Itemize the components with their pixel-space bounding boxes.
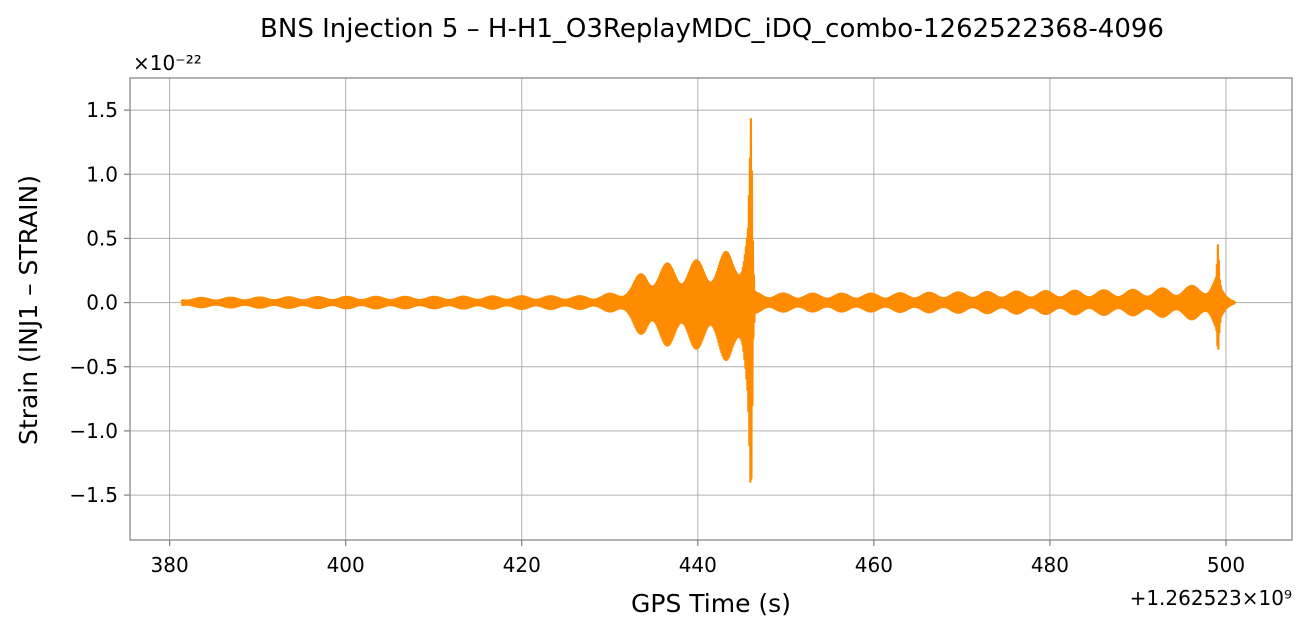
y-tick-label: −1.0 <box>69 419 118 443</box>
x-tick-label: 480 <box>1031 553 1069 577</box>
axes-frame <box>129 77 1293 541</box>
x-tick-label: 440 <box>679 553 717 577</box>
y-tick-label: 1.0 <box>86 162 118 186</box>
y-tick-label: 0.5 <box>86 226 118 250</box>
x-offset-label: +1.262523×10⁹ <box>1130 586 1292 610</box>
y-tick-label: −0.5 <box>69 355 118 379</box>
y-tick-label: 1.5 <box>86 98 118 122</box>
x-tick-label: 400 <box>327 553 365 577</box>
x-axis-label: GPS Time (s) <box>631 589 791 618</box>
strain-series-line <box>180 118 1237 483</box>
y-scale-label: ×10⁻²² <box>133 51 202 75</box>
chart-title: BNS Injection 5 – H-H1_O3ReplayMDC_iDQ_c… <box>260 14 1164 44</box>
y-tick-label: −1.5 <box>69 483 118 507</box>
y-tick-label: 0.0 <box>86 291 118 315</box>
x-tick-label: 460 <box>855 553 893 577</box>
y-axis: 1.5 1.0 0.5 0.0 −0.5 −1.0 −1.5 <box>69 98 130 507</box>
plot-area <box>180 118 1237 483</box>
x-tick-label: 420 <box>503 553 541 577</box>
y-axis-label: Strain (INJ1 – STRAIN) <box>14 175 43 445</box>
x-axis: 380 400 420 440 460 480 500 <box>151 540 1245 577</box>
x-tick-label: 380 <box>151 553 189 577</box>
x-tick-label: 500 <box>1207 553 1245 577</box>
